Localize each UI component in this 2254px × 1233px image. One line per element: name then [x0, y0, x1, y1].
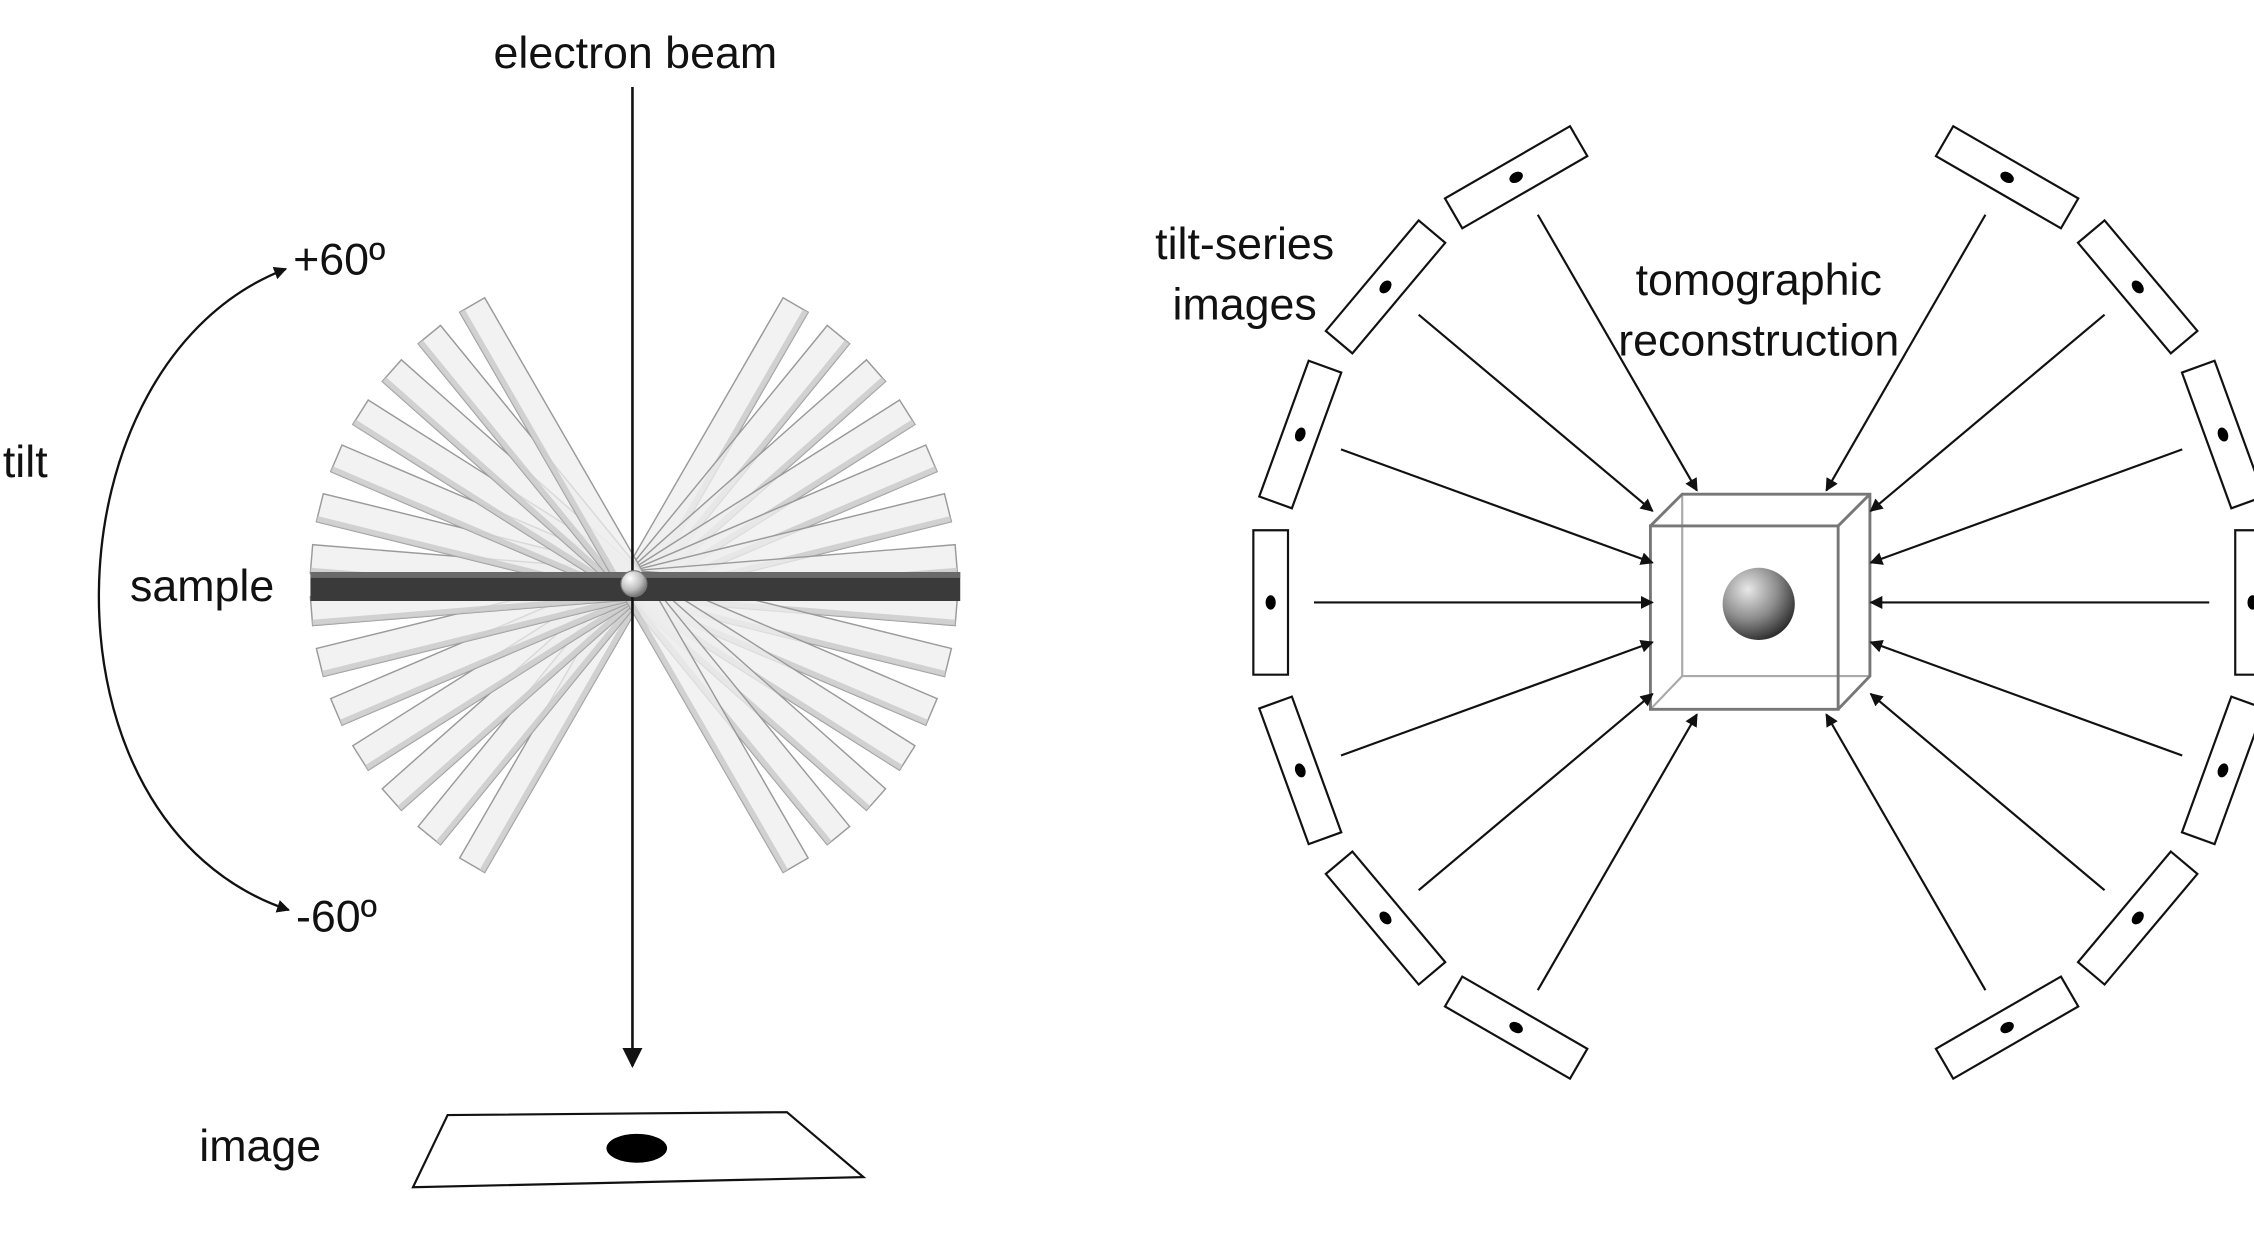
projection-arrow — [1538, 714, 1697, 990]
sample-label: sample — [130, 561, 274, 611]
projection-arrow — [1871, 694, 2105, 890]
tilt-max-label: +60º — [293, 235, 385, 285]
tilt-image-panel — [2235, 530, 2254, 674]
image-label: image — [199, 1121, 321, 1171]
tilt-image-panel — [2182, 697, 2254, 845]
projection-arrow — [1871, 315, 2105, 511]
tilt-image-panel — [1936, 977, 2078, 1079]
projection-arrow — [1871, 642, 2183, 755]
projection-arrow — [1419, 694, 1653, 890]
tomographic-label-line2: reconstruction — [1618, 316, 1899, 366]
tilt-image-panel — [1253, 530, 1288, 674]
reconstructed-particle — [1723, 568, 1795, 640]
tilt-image-panel — [2078, 852, 2197, 985]
tomographic-label-line1: tomographic — [1636, 255, 1882, 305]
projection-arrow — [1871, 449, 2183, 562]
tilt-image-panel — [1259, 361, 1341, 509]
tilt-image-panel — [2078, 220, 2197, 353]
tilt-image-panel — [1445, 126, 1587, 228]
tilt-image-panel — [1936, 126, 2078, 228]
tilt-min-label: -60º — [296, 892, 377, 942]
tilt-image-panel — [1326, 220, 1445, 353]
right-panel: tilt-series images tomographic reconstru… — [1155, 126, 2254, 1078]
projection-arrow — [1341, 642, 1653, 755]
electron-beam-label: electron beam — [494, 28, 778, 78]
image-spot — [606, 1134, 667, 1163]
projection-arrow — [1341, 449, 1653, 562]
projection-arrow — [1826, 714, 1985, 990]
left-panel: electron beam +60º tilt sample -60º imag… — [3, 28, 960, 1187]
tilt-series-label-line1: tilt-series — [1155, 219, 1334, 269]
reconstruction-cube — [1650, 494, 1869, 709]
tilt-image-panel — [1445, 977, 1587, 1079]
sample-particle — [621, 571, 647, 597]
tilt-image-panel — [1259, 697, 1341, 845]
tilt-series-label-line2: images — [1173, 279, 1317, 329]
tilt-image-panel — [1326, 852, 1445, 985]
tilt-label: tilt — [3, 437, 48, 487]
tilt-image-panel — [2182, 361, 2254, 509]
